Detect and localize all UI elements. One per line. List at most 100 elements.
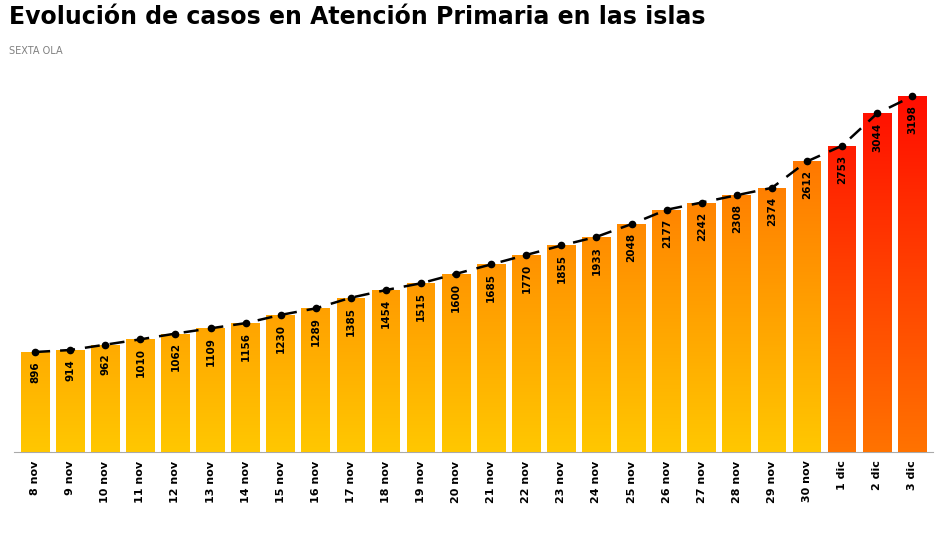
- Bar: [898, 203, 927, 205]
- Bar: [722, 440, 751, 441]
- Bar: [582, 440, 611, 441]
- Bar: [512, 344, 540, 345]
- Bar: [793, 440, 822, 441]
- Bar: [547, 266, 576, 267]
- Bar: [371, 310, 401, 311]
- Text: 1685: 1685: [486, 273, 496, 302]
- Bar: [232, 417, 260, 418]
- Bar: [301, 326, 330, 327]
- Bar: [582, 299, 611, 300]
- Bar: [161, 419, 189, 421]
- Bar: [266, 340, 295, 341]
- Bar: [582, 443, 611, 444]
- Bar: [582, 363, 611, 364]
- Bar: [407, 429, 435, 430]
- Bar: [898, 262, 927, 263]
- Bar: [688, 344, 716, 345]
- Bar: [161, 398, 189, 399]
- Bar: [863, 217, 891, 218]
- Bar: [337, 334, 365, 335]
- Bar: [793, 392, 822, 393]
- Bar: [512, 447, 540, 448]
- Bar: [688, 216, 716, 218]
- Bar: [827, 238, 856, 239]
- Bar: [477, 269, 506, 270]
- Bar: [617, 382, 646, 384]
- Bar: [442, 385, 471, 386]
- Bar: [617, 360, 646, 361]
- Bar: [512, 259, 540, 260]
- Bar: [126, 367, 155, 368]
- Bar: [758, 425, 786, 426]
- Bar: [758, 386, 786, 387]
- Bar: [442, 378, 471, 379]
- Bar: [652, 299, 681, 300]
- Bar: [161, 388, 189, 389]
- Bar: [617, 265, 646, 266]
- Bar: [301, 397, 330, 398]
- Bar: [126, 343, 155, 344]
- Bar: [722, 225, 751, 226]
- Bar: [512, 431, 540, 432]
- Bar: [477, 364, 506, 366]
- Bar: [793, 237, 822, 238]
- Bar: [407, 350, 435, 351]
- Bar: [371, 436, 401, 437]
- Bar: [652, 257, 681, 258]
- Bar: [863, 310, 891, 311]
- Bar: [582, 427, 611, 428]
- Bar: [827, 433, 856, 435]
- Bar: [407, 349, 435, 350]
- Bar: [863, 188, 891, 189]
- Bar: [547, 246, 576, 248]
- Bar: [793, 169, 822, 170]
- Bar: [863, 157, 891, 159]
- Bar: [793, 354, 822, 356]
- Bar: [722, 204, 751, 206]
- Bar: [758, 268, 786, 270]
- Bar: [617, 412, 646, 413]
- Bar: [863, 286, 891, 288]
- Bar: [161, 334, 189, 335]
- Bar: [617, 404, 646, 405]
- Bar: [827, 416, 856, 418]
- Bar: [337, 434, 365, 435]
- Bar: [512, 441, 540, 442]
- Bar: [582, 447, 611, 448]
- Bar: [617, 422, 646, 423]
- Bar: [688, 323, 716, 325]
- Bar: [617, 266, 646, 267]
- Bar: [196, 358, 225, 359]
- Bar: [898, 437, 927, 439]
- Bar: [652, 380, 681, 381]
- Bar: [827, 344, 856, 346]
- Bar: [442, 297, 471, 298]
- Bar: [863, 181, 891, 183]
- Bar: [161, 359, 189, 360]
- Bar: [512, 320, 540, 321]
- Bar: [863, 369, 891, 370]
- Bar: [722, 422, 751, 423]
- Bar: [371, 448, 401, 449]
- Bar: [793, 443, 822, 444]
- Bar: [688, 211, 716, 213]
- Bar: [196, 420, 225, 421]
- Bar: [652, 241, 681, 243]
- Bar: [863, 337, 891, 338]
- Bar: [722, 240, 751, 242]
- Bar: [688, 351, 716, 352]
- Bar: [442, 379, 471, 380]
- Bar: [863, 131, 891, 132]
- Bar: [407, 423, 435, 424]
- Bar: [301, 422, 330, 423]
- Bar: [161, 338, 189, 339]
- Bar: [793, 347, 822, 349]
- Bar: [512, 276, 540, 277]
- Bar: [547, 342, 576, 343]
- Bar: [301, 388, 330, 390]
- Bar: [337, 378, 365, 379]
- Bar: [232, 337, 260, 338]
- Bar: [758, 364, 786, 366]
- Bar: [652, 410, 681, 412]
- Bar: [827, 305, 856, 306]
